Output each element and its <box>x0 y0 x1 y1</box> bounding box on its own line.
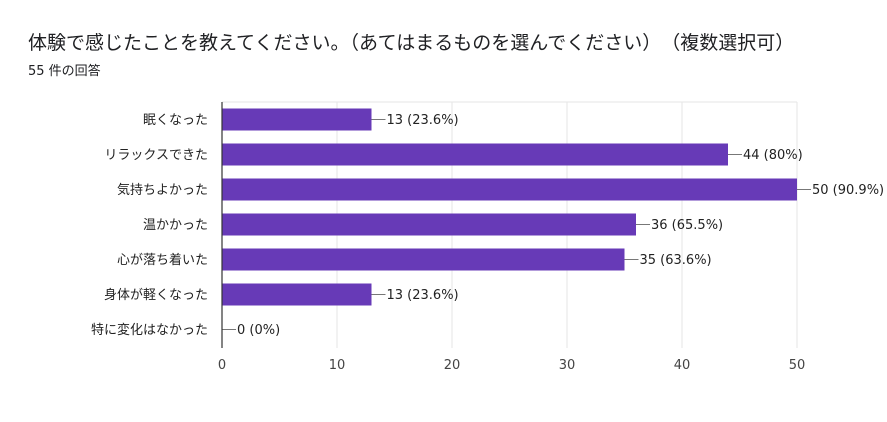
category-label: 特に変化はなかった <box>91 322 208 338</box>
question-title: 体験で感じたことを教えてください。（あてはまるものを選んでください） （複数選択… <box>28 32 795 54</box>
bar <box>222 248 625 271</box>
bar <box>222 178 797 201</box>
category-label: 温かかった <box>143 218 208 233</box>
bar <box>222 213 636 236</box>
data-label: 44 (80%) <box>743 148 803 163</box>
data-label: 13 (23.6%) <box>387 113 459 128</box>
x-tick-label: 30 <box>559 358 576 373</box>
x-tick-label: 50 <box>789 358 806 373</box>
category-label: 身体が軽くなった <box>104 287 208 303</box>
data-label: 36 (65.5%) <box>651 218 723 233</box>
bar <box>222 283 372 306</box>
category-label: リラックスできた <box>104 148 208 163</box>
bar <box>222 108 372 131</box>
category-label: 心が落ち着いた <box>117 252 208 268</box>
x-tick-label: 10 <box>329 358 346 373</box>
x-tick-label: 40 <box>674 358 691 373</box>
data-label: 50 (90.9%) <box>812 183 884 198</box>
x-tick-label: 20 <box>444 358 461 373</box>
data-label: 0 (0%) <box>237 323 280 338</box>
category-label: 気持ちよかった <box>117 182 208 198</box>
data-label: 35 (63.6%) <box>640 253 712 268</box>
bar <box>222 143 728 166</box>
response-count: 55 件の回答 <box>28 64 101 79</box>
x-tick-label: 0 <box>218 358 226 373</box>
category-label: 眠くなった <box>143 113 208 128</box>
data-label: 13 (23.6%) <box>387 288 459 303</box>
